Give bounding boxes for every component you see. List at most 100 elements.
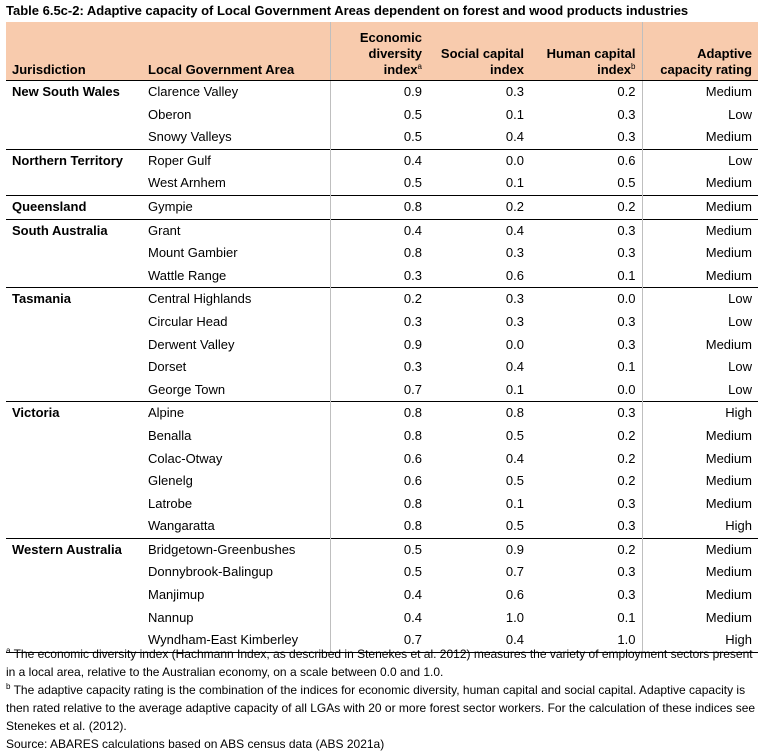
value-cell: Medium [641, 172, 758, 196]
lga-name: Gympie [142, 194, 330, 220]
footnote-marker: b [6, 682, 11, 691]
notes: a The economic diversity index (Hachmann… [6, 645, 758, 753]
value-cell: 0.1 [617, 609, 636, 625]
jurisdiction-cell [6, 448, 142, 471]
jurisdiction-cell: Western Australia [6, 537, 142, 562]
value-cell: 0.5 [617, 175, 636, 191]
value-cell: Medium [641, 194, 758, 220]
value-cell: 0.2 [329, 287, 428, 311]
footnote-text: The economic diversity index (Hachmann I… [6, 647, 753, 679]
lga-name: Wangaratta [148, 518, 215, 534]
jurisdiction-cell: New South Wales [6, 79, 142, 104]
value-cell: 0.3 [329, 264, 428, 288]
column-header: Economic diversity indexa [329, 22, 428, 81]
jurisdiction-cell [6, 561, 142, 584]
table-row: West Arnhem 0.5 0.1 0.5 Medium [6, 172, 758, 196]
value-cell: 0.2 [530, 537, 642, 562]
data-table: Jurisdiction Local Government Area Economi… [6, 22, 758, 653]
jurisdiction: Western Australia [12, 541, 122, 557]
jurisdiction-cell [6, 104, 142, 127]
value-cell: High [641, 629, 758, 653]
value-cell: 0.8 [329, 401, 428, 425]
jurisdiction: Queensland [12, 198, 87, 214]
lga-name: Wattle Range [148, 267, 227, 283]
value-cell: Medium [641, 424, 758, 448]
value-cell: 0.4 [505, 129, 524, 145]
value-cell: 0.0 [428, 148, 530, 173]
value-cell: 0.4 [329, 148, 428, 173]
value-cell: 0.8 [329, 424, 428, 448]
value-cell: 0.8 [329, 194, 428, 220]
value-cell: 0.5 [329, 172, 428, 196]
value-cell: 0.5 [505, 473, 524, 489]
value-cell: 0.3 [617, 336, 636, 352]
jurisdiction-cell [6, 242, 142, 265]
value-cell: Medium [641, 537, 758, 562]
table-body: New South Wales Clarence Valley 0.9 0.3 0.2 M… [6, 79, 758, 653]
value-cell: Medium [641, 492, 758, 516]
table-row: Donnybrook-Balingup 0.5 0.7 0.3 Medium [6, 561, 758, 585]
value-cell: 0.8 [329, 515, 428, 539]
value-cell: 0.4 [505, 450, 524, 466]
footnote-text: The adaptive capacity rating is the comb… [6, 683, 756, 733]
lga-name: Latrobe [148, 495, 193, 511]
lga-name: Alpine [142, 401, 330, 425]
value-cell: Medium [641, 470, 758, 493]
jurisdiction-cell: Tasmania [6, 287, 142, 311]
lga-name: Roper Gulf [142, 148, 330, 173]
lga-name: Wyndham-East Kimberley [142, 629, 330, 653]
jurisdiction-cell [6, 629, 142, 653]
table-title: Table 6.5c-2: Adaptive capacity of Local… [6, 3, 689, 18]
table-row: Wyndham-East Kimberley 0.7 0.4 1.0 High [6, 629, 758, 653]
value-cell: Medium [641, 606, 758, 630]
value-cell: 0.3 [617, 106, 636, 122]
value-cell: 0.6 [505, 587, 524, 603]
value-cell: 0.6 [530, 148, 642, 173]
value-cell: 0.1 [505, 495, 524, 511]
table-row: Benalla 0.8 0.5 0.2 Medium [6, 424, 758, 448]
table-row: New South Wales Clarence Valley 0.9 0.3 0.2 M… [6, 79, 758, 104]
column-header: Jurisdiction [6, 22, 142, 81]
value-cell: 0.3 [617, 313, 636, 329]
lga-name: Manjimup [148, 587, 205, 603]
value-cell: High [641, 401, 758, 425]
value-cell: 0.6 [505, 267, 524, 283]
table-row: Latrobe 0.8 0.1 0.3 Medium [6, 492, 758, 516]
header-row: Jurisdiction Local Government Area Economi… [6, 22, 758, 81]
footnote: b The adaptive capacity rating is the co… [6, 681, 758, 735]
value-cell: 0.2 [617, 427, 636, 443]
column-header-text: Human capital index [546, 46, 636, 77]
value-cell: 0.3 [617, 129, 636, 145]
value-cell: 0.3 [617, 495, 636, 511]
table-row: Derwent Valley 0.9 0.0 0.3 Medium [6, 333, 758, 357]
jurisdiction-cell [6, 493, 142, 516]
value-cell: 0.2 [617, 473, 636, 489]
value-cell: 0.4 [329, 606, 428, 630]
lga-name: Circular Head [148, 313, 228, 329]
footnote-marker: a [417, 62, 422, 71]
value-cell: 0.5 [505, 518, 524, 534]
column-header: Social capital index [428, 22, 530, 81]
value-cell: 0.3 [329, 356, 428, 379]
value-cell: 0.3 [530, 218, 642, 243]
lga-name: Dorset [148, 359, 187, 375]
value-cell: 0.4 [329, 584, 428, 607]
jurisdiction-cell [6, 470, 142, 493]
value-cell: 0.3 [428, 79, 530, 104]
value-cell: 0.5 [505, 427, 524, 443]
jurisdiction: South Australia [12, 222, 108, 238]
value-cell: 0.0 [505, 336, 524, 352]
value-cell: 0.8 [428, 401, 530, 425]
value-cell: 0.1 [505, 106, 524, 122]
value-cell: Medium [641, 333, 758, 357]
jurisdiction: New South Wales [12, 84, 120, 99]
table-row: Queensland Gympie 0.8 0.2 0.2 Medium [6, 194, 758, 220]
value-cell: Medium [641, 126, 758, 150]
jurisdiction-cell: South Australia [6, 218, 142, 243]
table-row: Victoria Alpine 0.8 0.8 0.3 High [6, 401, 758, 425]
jurisdiction-cell [6, 356, 142, 379]
lga-name: Snowy Valleys [148, 129, 232, 145]
lga-name: Benalla [148, 427, 192, 443]
value-cell: Medium [641, 584, 758, 607]
